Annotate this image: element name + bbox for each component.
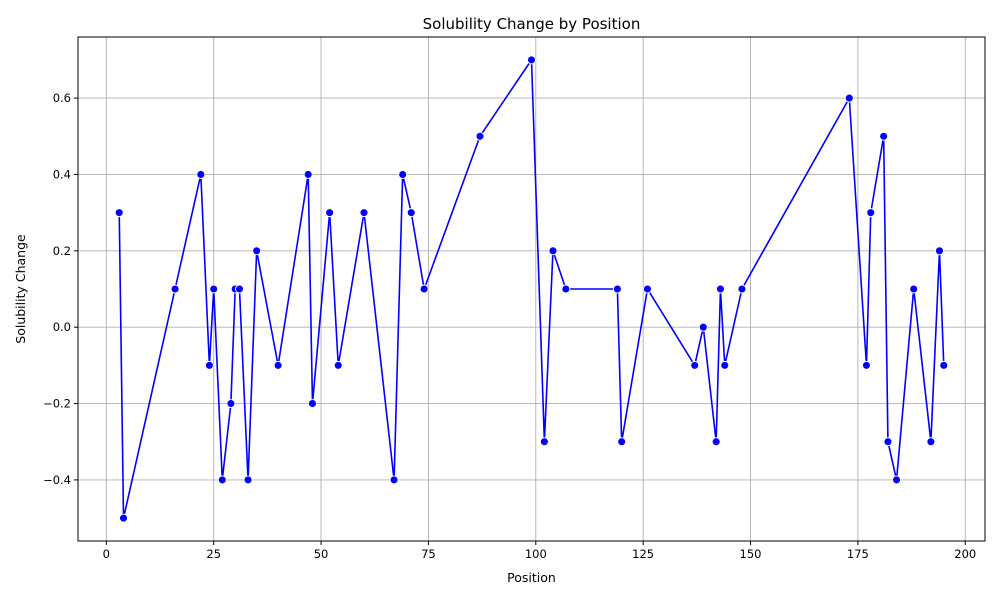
x-tick-label: 0 bbox=[103, 547, 110, 561]
x-tick-label: 25 bbox=[206, 547, 221, 561]
x-tick-label: 75 bbox=[421, 547, 436, 561]
data-point bbox=[879, 131, 889, 141]
data-point bbox=[475, 131, 485, 141]
data-point bbox=[844, 93, 854, 103]
data-point bbox=[561, 284, 571, 294]
data-point bbox=[333, 360, 343, 370]
data-point bbox=[252, 246, 262, 256]
data-point bbox=[892, 475, 901, 485]
data-point bbox=[698, 322, 708, 332]
data-point bbox=[935, 246, 944, 256]
data-point bbox=[235, 284, 244, 294]
series-layer bbox=[114, 55, 949, 523]
data-point bbox=[737, 284, 747, 294]
data-point bbox=[209, 284, 219, 294]
x-tick-label: 150 bbox=[740, 547, 762, 561]
data-point bbox=[690, 360, 700, 370]
data-point bbox=[243, 475, 253, 485]
data-point bbox=[419, 284, 429, 294]
x-tick-label: 100 bbox=[525, 547, 547, 561]
data-point bbox=[643, 284, 652, 294]
y-tick-label: −0.4 bbox=[43, 473, 71, 487]
data-point bbox=[711, 437, 721, 447]
data-point bbox=[389, 475, 399, 485]
x-tick-label: 125 bbox=[632, 547, 654, 561]
data-point bbox=[866, 208, 876, 218]
chart-title: Solubility Change by Position bbox=[423, 15, 641, 33]
y-tick-label: −0.2 bbox=[43, 397, 71, 411]
data-point bbox=[539, 437, 549, 447]
y-axis-label: Solubility Change bbox=[13, 234, 28, 344]
data-point bbox=[303, 170, 313, 179]
x-tick-label: 175 bbox=[847, 547, 869, 561]
x-tick-label: 200 bbox=[954, 547, 976, 561]
x-tick-label: 50 bbox=[314, 547, 329, 561]
data-point bbox=[196, 170, 206, 179]
data-point bbox=[114, 208, 124, 218]
data-point bbox=[359, 208, 369, 218]
data-point bbox=[527, 55, 536, 65]
data-point bbox=[398, 170, 408, 179]
axis-ticks: 0 25 50 75 100 125 150 175 200 −0.4 −0.2 0.0 0.2 0.4 0… bbox=[43, 91, 976, 561]
data-point bbox=[939, 360, 949, 370]
y-tick-label: 0.6 bbox=[53, 91, 71, 105]
series-line bbox=[118, 57, 945, 519]
plot-frame bbox=[77, 36, 986, 542]
data-point bbox=[716, 284, 725, 294]
data-point bbox=[204, 360, 214, 370]
x-axis-label: Position bbox=[507, 570, 556, 585]
data-point bbox=[217, 475, 227, 485]
data-point bbox=[406, 208, 416, 218]
y-tick-label: 0.4 bbox=[53, 167, 71, 181]
data-point bbox=[119, 513, 128, 523]
data-point bbox=[548, 246, 558, 256]
data-point bbox=[170, 284, 180, 294]
data-point bbox=[617, 437, 627, 447]
y-tick-label: 0.0 bbox=[53, 320, 71, 334]
data-point bbox=[926, 437, 936, 447]
y-tick-label: 0.2 bbox=[53, 244, 71, 258]
data-point bbox=[883, 437, 893, 447]
data-point bbox=[273, 360, 283, 370]
data-point bbox=[226, 399, 236, 408]
data-point bbox=[308, 399, 317, 408]
data-point bbox=[612, 284, 622, 294]
data-point bbox=[325, 208, 335, 218]
data-point bbox=[862, 360, 871, 370]
data-point bbox=[909, 284, 919, 294]
data-point bbox=[720, 360, 730, 370]
